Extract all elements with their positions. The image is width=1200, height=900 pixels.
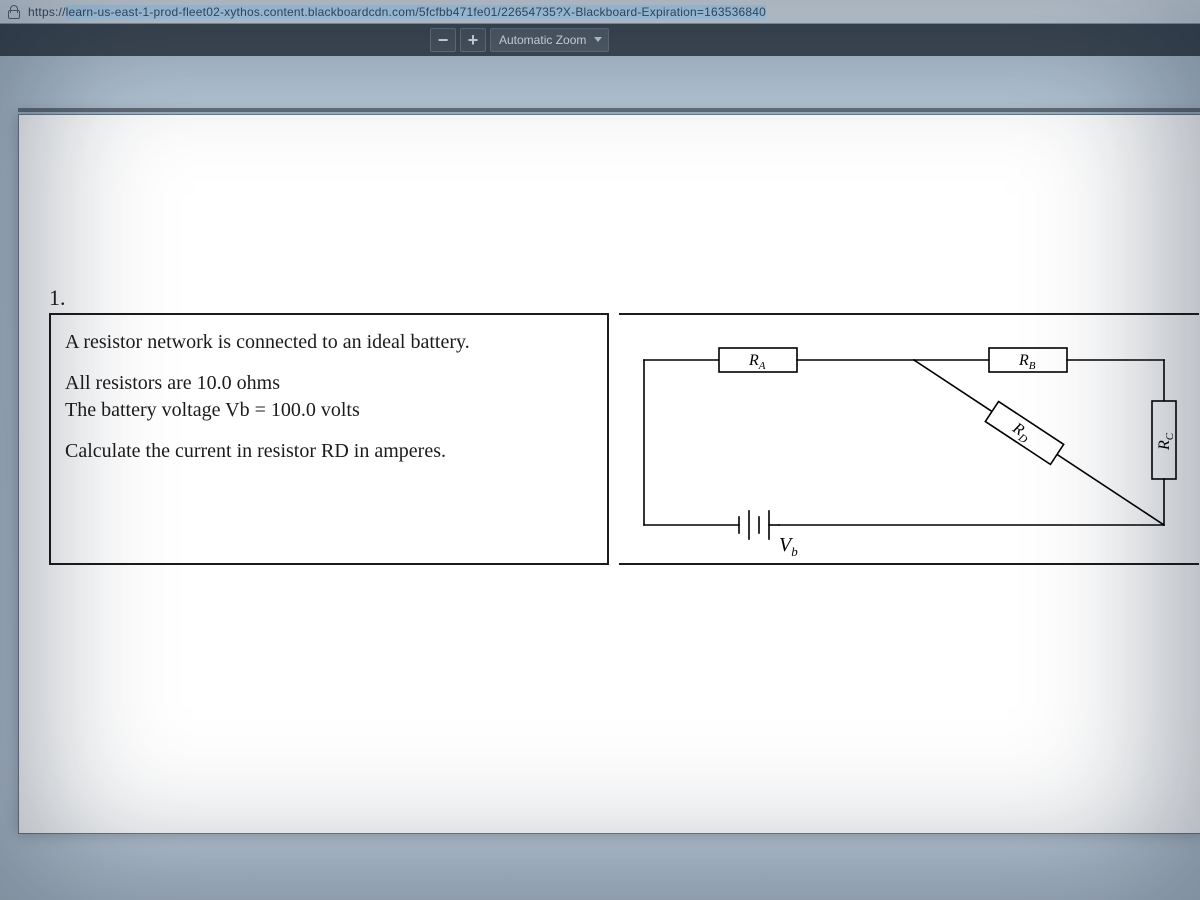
q-line-2b: The battery voltage Vb = 100.0 volts xyxy=(65,399,360,421)
page-gap xyxy=(18,108,1200,112)
pdf-page: 1. A resistor network is connected to an… xyxy=(18,114,1200,834)
chevron-down-icon xyxy=(594,37,602,42)
label-Vb: Vb xyxy=(779,534,798,559)
zoom-mode-select[interactable]: Automatic Zoom xyxy=(490,28,609,52)
url-scheme: https:// xyxy=(28,5,66,19)
zoom-in-button[interactable]: + xyxy=(460,28,486,52)
circuit-diagram: RA RB RC RD Vb xyxy=(619,313,1199,565)
q-line-3: Calculate the current in resistor RD in … xyxy=(65,438,591,465)
question-number: 1. xyxy=(49,285,66,311)
q-line-2a: All resistors are 10.0 ohms xyxy=(65,372,280,394)
zoom-mode-label: Automatic Zoom xyxy=(499,33,586,47)
circuit-svg: RA RB RC RD Vb xyxy=(619,315,1199,567)
zoom-out-button[interactable]: − xyxy=(430,28,456,52)
url-text[interactable]: https://learn-us-east-1-prod-fleet02-xyt… xyxy=(28,5,1192,19)
lock-icon xyxy=(8,5,20,19)
q-line-1: A resistor network is connected to an id… xyxy=(65,329,591,356)
pdf-toolbar: − + Automatic Zoom xyxy=(0,24,1200,56)
pdf-viewport[interactable]: 1. A resistor network is connected to an… xyxy=(0,56,1200,900)
browser-address-bar: https://learn-us-east-1-prod-fleet02-xyt… xyxy=(0,0,1200,24)
question-text-box: A resistor network is connected to an id… xyxy=(49,313,609,565)
url-host-path: learn-us-east-1-prod-fleet02-xythos.cont… xyxy=(66,5,766,19)
